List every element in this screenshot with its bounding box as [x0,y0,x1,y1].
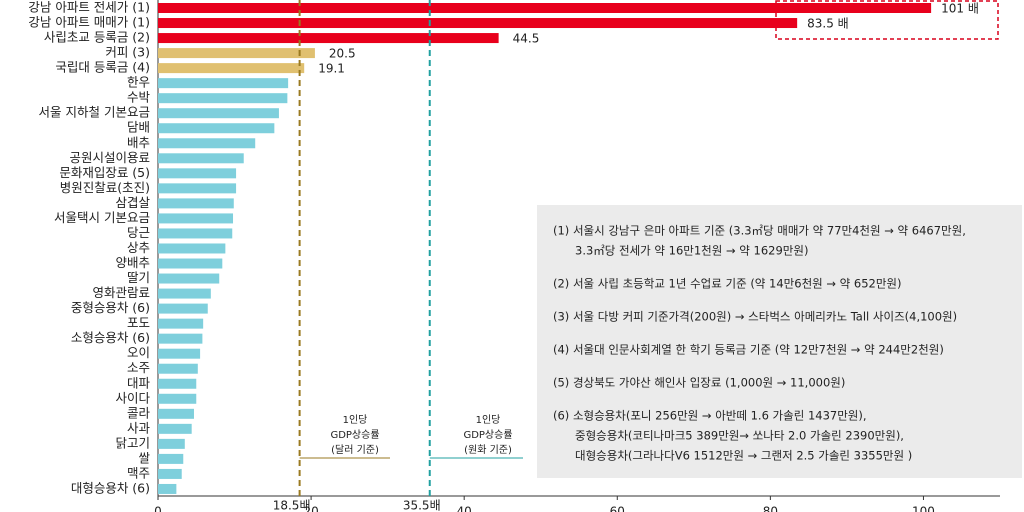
note: 대형승용차(그라나다V6 1512만원 → 그랜저 2.5 가솔린 3355만원… [575,449,912,463]
category-label: 배추 [127,135,150,150]
category-label: 강남 아파트 전세가 (1) [28,0,150,15]
category-label: 맥주 [127,465,150,480]
bar [158,3,932,13]
category-label: 수박 [127,90,151,105]
annotation: GDP상승률 [330,429,379,441]
bar [158,168,237,179]
note: (5) 경상북도 가야산 해인사 입장료 (1,000원 → 11,000원) [553,376,845,390]
annotation: GDP상승률 [463,429,512,441]
category-label: 닭고기 [115,435,150,450]
note: (1) 서울시 강남구 은마 아파트 기준 (3.3㎡당 매매가 약 77만4천… [553,224,966,238]
bar [158,183,237,194]
category-label: 소주 [127,360,150,375]
bar [158,393,197,404]
bar [158,198,234,209]
category-label: 딸기 [127,270,150,285]
bar [158,18,798,29]
x-tick-label: 40 [457,505,472,512]
note: (6) 소형승용차(포니 256만원 → 아반떼 1.6 가솔린 1437만원)… [553,409,867,423]
bar [158,378,197,389]
note: (4) 서울대 인문사회계열 한 학기 등록금 기준 (약 12만7천원 → 약… [553,343,944,357]
category-label: 국립대 등록금 (4) [55,60,150,75]
bar [158,423,192,434]
category-label: 커피 (3) [105,45,150,60]
note: (2) 서울 사립 초등학교 1년 수업료 기준 (약 14만6천원 → 약 6… [553,277,902,291]
x-tick-label: 0 [154,505,162,512]
category-label: 병원진찰료(초진) [60,180,150,195]
bar [158,303,208,314]
annotation: (달러 기준) [331,444,379,456]
bar [158,408,194,419]
category-label: 쌀 [138,450,150,465]
bar [158,123,275,134]
category-label: 소형승용차 (6) [71,330,150,345]
category-label: 양배추 [115,255,150,270]
bar [158,228,233,239]
category-label: 서울 지하철 기본요금 [39,105,150,120]
category-label: 사립초교 등록금 (2) [44,30,150,45]
x-tick-label: 60 [610,505,625,512]
notes-box [537,205,1022,478]
category-label: 오이 [127,345,150,360]
annotation: (원화 기준) [464,444,512,456]
bar [158,363,198,374]
category-label: 포도 [127,315,150,330]
bar [158,288,211,299]
bar [158,453,184,464]
category-label: 사이다 [115,390,150,405]
value-label: 83.5 배 [807,17,849,31]
category-label: 문화재입장료 (5) [59,165,150,180]
bar [158,468,182,479]
note: 3.3㎡당 전세가 약 16만1천원 → 약 1629만원) [575,244,808,258]
bar [158,63,305,74]
bar [158,78,289,89]
category-label: 상추 [127,240,150,255]
x-tick-label: 100 [912,505,935,512]
bar [158,33,499,44]
category-label: 당근 [127,225,150,240]
bar [158,258,223,269]
value-label: 20.5 [329,47,356,61]
bar [158,483,177,494]
category-label: 대형승용차 (6) [71,480,150,495]
bar [158,333,203,344]
annotation: 1인당 [476,414,501,426]
category-label: 대파 [127,375,151,390]
reference-label: 35.5배 [403,499,441,512]
bar [158,108,279,119]
bar [158,348,201,359]
value-label: 44.5 [513,32,540,46]
bar [158,273,220,284]
category-label: 서울택시 기본요금 [54,210,150,225]
category-label: 중형승용차 (6) [71,300,150,315]
reference-label: 18.5배 [273,499,311,512]
x-tick-label: 20 [303,505,318,512]
bar [158,213,234,224]
bar [158,243,226,254]
value-label: 101 배 [941,2,979,16]
bar [158,138,256,149]
category-label: 한우 [127,75,150,90]
bar [158,318,204,329]
bar [158,93,288,104]
category-label: 담배 [127,120,150,135]
category-label: 공원시설이용료 [69,150,150,165]
value-label: 19.1 [318,62,345,76]
category-label: 삼겹살 [115,195,150,210]
category-label: 강남 아파트 매매가 (1) [28,15,150,30]
bar [158,153,244,164]
category-label: 영화관람료 [92,285,150,300]
bar [158,48,315,59]
note: 중형승용차(코티나마크5 389만원→ 쏘나타 2.0 가솔린 2390만원), [575,429,904,443]
x-tick-label: 80 [763,505,778,512]
category-label: 사과 [127,420,151,435]
note: (3) 서울 다방 커피 기준가격(200원) → 스타벅스 아메리카노 Tal… [553,310,957,324]
category-label: 콜라 [127,405,151,420]
annotation: 1인당 [343,414,368,426]
bar [158,438,185,449]
